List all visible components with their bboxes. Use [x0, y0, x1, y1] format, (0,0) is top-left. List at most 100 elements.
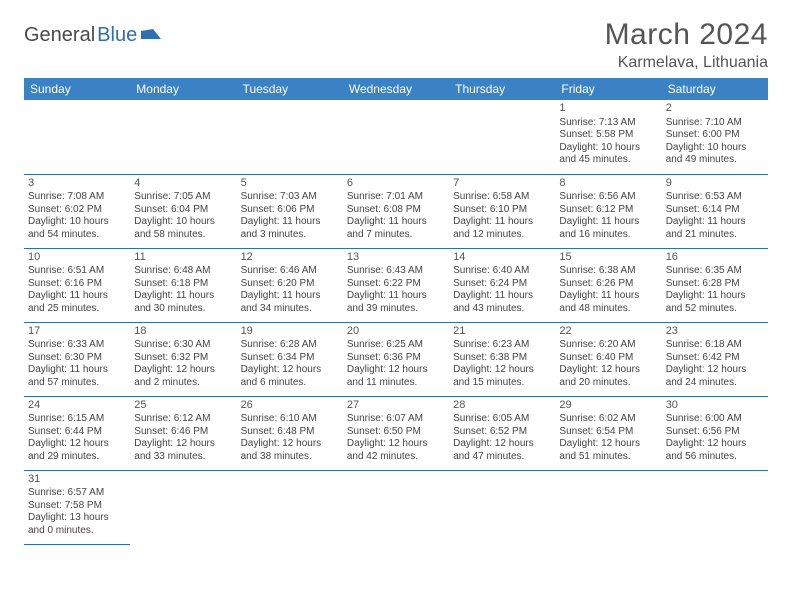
day-cell: 24Sunrise: 6:15 AMSunset: 6:44 PMDayligh… [24, 396, 130, 470]
sunrise-text: Sunrise: 7:01 AM [347, 191, 445, 204]
day-cell [343, 470, 449, 544]
col-saturday: Saturday [662, 78, 768, 100]
sunset-text: Sunset: 6:02 PM [28, 204, 126, 217]
daylight-text: Daylight: 12 hours [453, 438, 551, 451]
day-cell [237, 100, 343, 174]
daylight-text: and 24 minutes. [666, 377, 764, 390]
daylight-text: Daylight: 12 hours [453, 364, 551, 377]
day-cell [449, 470, 555, 544]
day-number: 4 [134, 177, 232, 191]
sunset-text: Sunset: 6:42 PM [666, 352, 764, 365]
day-number: 24 [28, 399, 126, 413]
day-cell: 11Sunrise: 6:48 AMSunset: 6:18 PMDayligh… [130, 248, 236, 322]
day-cell: 4Sunrise: 7:05 AMSunset: 6:04 PMDaylight… [130, 174, 236, 248]
flag-icon [141, 25, 163, 46]
col-friday: Friday [555, 78, 661, 100]
calendar-table: Sunday Monday Tuesday Wednesday Thursday… [24, 78, 768, 545]
day-number: 21 [453, 325, 551, 339]
day-number: 10 [28, 251, 126, 265]
daylight-text: Daylight: 11 hours [559, 216, 657, 229]
day-number: 20 [347, 325, 445, 339]
day-number: 1 [559, 102, 657, 116]
sunset-text: Sunset: 6:48 PM [241, 426, 339, 439]
daylight-text: and 51 minutes. [559, 451, 657, 464]
day-cell: 15Sunrise: 6:38 AMSunset: 6:26 PMDayligh… [555, 248, 661, 322]
daylight-text: and 49 minutes. [666, 154, 764, 167]
day-cell [130, 100, 236, 174]
day-cell: 2Sunrise: 7:10 AMSunset: 6:00 PMDaylight… [662, 100, 768, 174]
day-number: 16 [666, 251, 764, 265]
day-cell: 14Sunrise: 6:40 AMSunset: 6:24 PMDayligh… [449, 248, 555, 322]
sunrise-text: Sunrise: 6:10 AM [241, 413, 339, 426]
day-cell: 3Sunrise: 7:08 AMSunset: 6:02 PMDaylight… [24, 174, 130, 248]
daylight-text: and 16 minutes. [559, 229, 657, 242]
day-number: 17 [28, 325, 126, 339]
daylight-text: Daylight: 12 hours [666, 364, 764, 377]
daylight-text: Daylight: 13 hours [28, 512, 126, 525]
daylight-text: and 52 minutes. [666, 303, 764, 316]
day-cell [449, 100, 555, 174]
daylight-text: Daylight: 12 hours [134, 438, 232, 451]
daylight-text: and 7 minutes. [347, 229, 445, 242]
sunset-text: Sunset: 6:38 PM [453, 352, 551, 365]
calendar-body: 1Sunrise: 7:13 AMSunset: 5:58 PMDaylight… [24, 100, 768, 544]
sunrise-text: Sunrise: 7:03 AM [241, 191, 339, 204]
day-number: 2 [666, 102, 764, 116]
daylight-text: Daylight: 12 hours [134, 364, 232, 377]
sunrise-text: Sunrise: 6:51 AM [28, 265, 126, 278]
daylight-text: and 3 minutes. [241, 229, 339, 242]
day-cell: 31Sunrise: 6:57 AMSunset: 7:58 PMDayligh… [24, 470, 130, 544]
daylight-text: and 38 minutes. [241, 451, 339, 464]
sunset-text: Sunset: 6:30 PM [28, 352, 126, 365]
sunset-text: Sunset: 6:18 PM [134, 278, 232, 291]
daylight-text: Daylight: 10 hours [559, 142, 657, 155]
sunrise-text: Sunrise: 6:43 AM [347, 265, 445, 278]
week-row: 24Sunrise: 6:15 AMSunset: 6:44 PMDayligh… [24, 396, 768, 470]
sunrise-text: Sunrise: 6:33 AM [28, 339, 126, 352]
sunrise-text: Sunrise: 6:28 AM [241, 339, 339, 352]
daylight-text: and 48 minutes. [559, 303, 657, 316]
daylight-text: and 34 minutes. [241, 303, 339, 316]
day-cell [662, 470, 768, 544]
daylight-text: and 25 minutes. [28, 303, 126, 316]
page-title: March 2024 [605, 18, 768, 52]
day-number: 30 [666, 399, 764, 413]
sunset-text: Sunset: 6:10 PM [453, 204, 551, 217]
sunrise-text: Sunrise: 6:53 AM [666, 191, 764, 204]
daylight-text: Daylight: 12 hours [347, 364, 445, 377]
day-number: 31 [28, 473, 126, 487]
sunrise-text: Sunrise: 6:15 AM [28, 413, 126, 426]
day-cell [130, 470, 236, 544]
col-thursday: Thursday [449, 78, 555, 100]
daylight-text: and 15 minutes. [453, 377, 551, 390]
sunset-text: Sunset: 6:22 PM [347, 278, 445, 291]
daylight-text: and 54 minutes. [28, 229, 126, 242]
day-number: 15 [559, 251, 657, 265]
day-number: 3 [28, 177, 126, 191]
sunset-text: Sunset: 6:20 PM [241, 278, 339, 291]
day-number: 23 [666, 325, 764, 339]
sunrise-text: Sunrise: 6:05 AM [453, 413, 551, 426]
daylight-text: Daylight: 11 hours [241, 216, 339, 229]
day-number: 6 [347, 177, 445, 191]
day-cell: 29Sunrise: 6:02 AMSunset: 6:54 PMDayligh… [555, 396, 661, 470]
day-number: 8 [559, 177, 657, 191]
daylight-text: and 30 minutes. [134, 303, 232, 316]
day-number: 26 [241, 399, 339, 413]
daylight-text: and 12 minutes. [453, 229, 551, 242]
col-monday: Monday [130, 78, 236, 100]
day-number: 14 [453, 251, 551, 265]
day-cell: 12Sunrise: 6:46 AMSunset: 6:20 PMDayligh… [237, 248, 343, 322]
day-cell [24, 100, 130, 174]
daylight-text: and 39 minutes. [347, 303, 445, 316]
sunrise-text: Sunrise: 6:56 AM [559, 191, 657, 204]
daylight-text: Daylight: 11 hours [666, 290, 764, 303]
day-cell: 18Sunrise: 6:30 AMSunset: 6:32 PMDayligh… [130, 322, 236, 396]
daylight-text: Daylight: 11 hours [666, 216, 764, 229]
sunset-text: Sunset: 6:24 PM [453, 278, 551, 291]
daylight-text: and 2 minutes. [134, 377, 232, 390]
day-cell: 30Sunrise: 6:00 AMSunset: 6:56 PMDayligh… [662, 396, 768, 470]
daylight-text: Daylight: 11 hours [28, 364, 126, 377]
sunset-text: Sunset: 6:28 PM [666, 278, 764, 291]
day-number: 28 [453, 399, 551, 413]
